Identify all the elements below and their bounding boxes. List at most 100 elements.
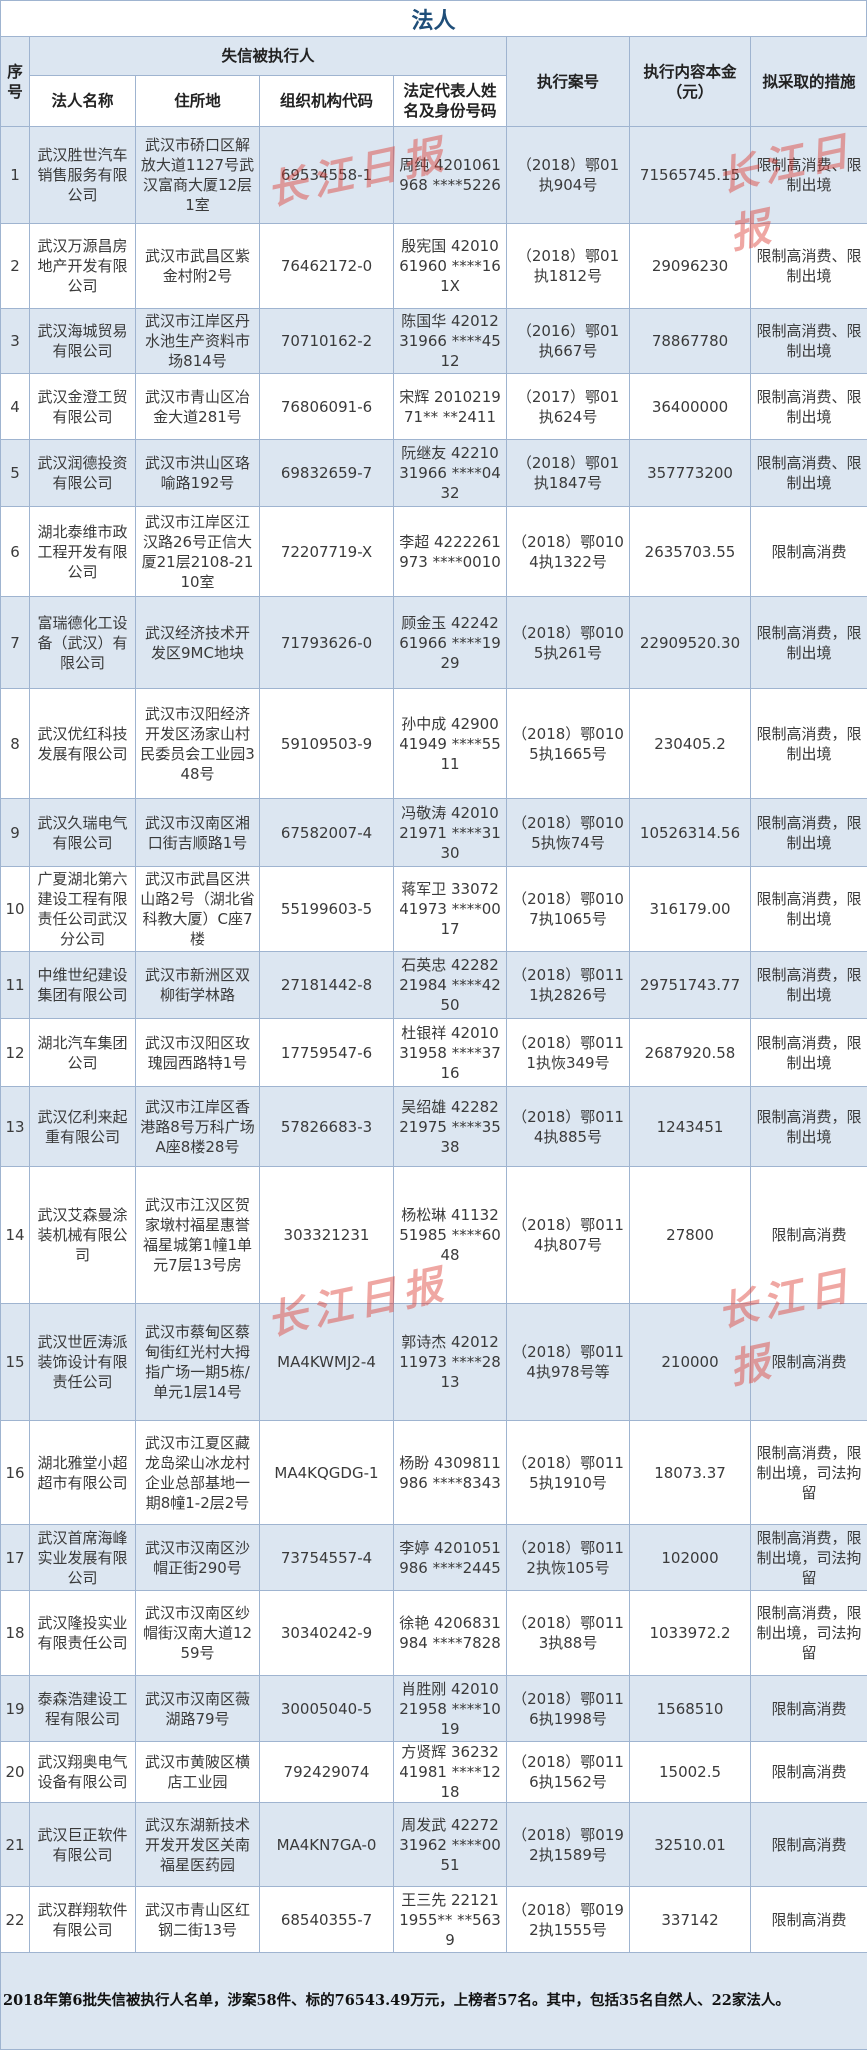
measures: 限制高消费，限制出境 — [751, 1019, 867, 1087]
legal-rep: 孙中成 4290041949 ****5511 — [394, 689, 507, 799]
case-number: （2018）鄂0114执807号 — [507, 1167, 630, 1304]
case-number: （2018）鄂0105执1665号 — [507, 689, 630, 799]
org-code: 67582007-4 — [260, 799, 394, 867]
amount: 230405.2 — [630, 689, 751, 799]
org-code: 303321231 — [260, 1167, 394, 1304]
row-index: 19 — [1, 1676, 30, 1742]
address: 武汉市汉阳区玫瑰园西路特1号 — [136, 1019, 260, 1087]
defaulter-table: 序号 失信被执行人 执行案号 执行内容本金（元） 拟采取的措施 法人名称 住所地… — [0, 36, 867, 2050]
col-header-name: 法人名称 — [30, 76, 136, 127]
measures: 限制高消费，限制出境 — [751, 689, 867, 799]
address: 武汉市汉阳经济开发区汤家山村民委员会工业园348号 — [136, 689, 260, 799]
measures: 限制高消费 — [751, 1742, 867, 1803]
row-index: 18 — [1, 1591, 30, 1676]
measures: 限制高消费，限制出境 — [751, 952, 867, 1019]
col-header-address: 住所地 — [136, 76, 260, 127]
address: 武汉市汉南区沙帽正街290号 — [136, 1525, 260, 1591]
org-code: 76806091-6 — [260, 374, 394, 440]
case-number: （2018）鄂01执904号 — [507, 127, 630, 224]
amount: 316179.00 — [630, 867, 751, 952]
address: 武汉市武昌区洪山路2号（湖北省科教大厦）C座7楼 — [136, 867, 260, 952]
case-number: （2018）鄂0105执恢74号 — [507, 799, 630, 867]
address: 武汉市江岸区江汉路26号正信大厦21层2108-2110室 — [136, 507, 260, 597]
company-name: 广夏湖北第六建设工程有限责任公司武汉分公司 — [30, 867, 136, 952]
legal-rep: 吴绍雄 4228221975 ****3538 — [394, 1087, 507, 1167]
measures: 限制高消费、限制出境 — [751, 440, 867, 507]
row-index: 6 — [1, 507, 30, 597]
legal-rep: 冯敬涛 4201021971 ****3130 — [394, 799, 507, 867]
col-header-case: 执行案号 — [507, 37, 630, 127]
org-code: 57826683-3 — [260, 1087, 394, 1167]
org-code: 69534558-1 — [260, 127, 394, 224]
case-number: （2018）鄂0105执261号 — [507, 597, 630, 689]
legal-rep: 杜银祥 4201031958 ****3716 — [394, 1019, 507, 1087]
case-number: （2018）鄂0114执978号等 — [507, 1304, 630, 1421]
row-index: 8 — [1, 689, 30, 799]
case-number: （2018）鄂0104执1322号 — [507, 507, 630, 597]
row-index: 11 — [1, 952, 30, 1019]
org-code: 30005040-5 — [260, 1676, 394, 1742]
company-name: 武汉翔奥电气设备有限公司 — [30, 1742, 136, 1803]
row-index: 16 — [1, 1421, 30, 1525]
case-number: （2016）鄂01执667号 — [507, 309, 630, 374]
legal-rep: 殷宪国 4201061960 ****161X — [394, 224, 507, 309]
measures: 限制高消费，限制出境，司法拘留 — [751, 1421, 867, 1525]
company-name: 武汉巨正软件有限公司 — [30, 1803, 136, 1887]
legal-rep: 方贤辉 3623241981 ****1218 — [394, 1742, 507, 1803]
org-code: 69832659-7 — [260, 440, 394, 507]
measures: 限制高消费 — [751, 1167, 867, 1304]
company-name: 武汉首席海峰实业发展有限公司 — [30, 1525, 136, 1591]
row-index: 22 — [1, 1887, 30, 1953]
org-code: 76462172-0 — [260, 224, 394, 309]
measures: 限制高消费，限制出境 — [751, 867, 867, 952]
row-index: 10 — [1, 867, 30, 952]
company-name: 富瑞德化工设备（武汉）有限公司 — [30, 597, 136, 689]
amount: 102000 — [630, 1525, 751, 1591]
row-index: 20 — [1, 1742, 30, 1803]
row-index: 17 — [1, 1525, 30, 1591]
org-code: 70710162-2 — [260, 309, 394, 374]
legal-rep: 王三先 221211955** **5639 — [394, 1887, 507, 1953]
address: 武汉市汉南区湘口街吉顺路1号 — [136, 799, 260, 867]
address: 武汉市新洲区双柳街学林路 — [136, 952, 260, 1019]
address: 武汉经济技术开发区9MC地块 — [136, 597, 260, 689]
case-number: （2018）鄂0113执88号 — [507, 1591, 630, 1676]
row-index: 1 — [1, 127, 30, 224]
amount: 337142 — [630, 1887, 751, 1953]
measures: 限制高消费，限制出境 — [751, 799, 867, 867]
measures: 限制高消费，限制出境 — [751, 1087, 867, 1167]
org-code: 27181442-8 — [260, 952, 394, 1019]
case-number: （2018）鄂0192执1555号 — [507, 1887, 630, 1953]
address: 武汉市洪山区珞喻路192号 — [136, 440, 260, 507]
case-number: （2018）鄂0116执1998号 — [507, 1676, 630, 1742]
company-name: 武汉润德投资有限公司 — [30, 440, 136, 507]
legal-rep: 宋辉 201021971** **2411 — [394, 374, 507, 440]
case-number: （2018）鄂0116执1562号 — [507, 1742, 630, 1803]
legal-rep: 阮继友 4221031966 ****0432 — [394, 440, 507, 507]
page-title: 法人 — [0, 0, 867, 36]
measures: 限制高消费 — [751, 507, 867, 597]
address: 武汉东湖新技术开发开发区关南福星医药园 — [136, 1803, 260, 1887]
case-number: （2018）鄂01执1847号 — [507, 440, 630, 507]
amount: 2687920.58 — [630, 1019, 751, 1087]
org-code: 71793626-0 — [260, 597, 394, 689]
amount: 1243451 — [630, 1087, 751, 1167]
row-index: 7 — [1, 597, 30, 689]
company-name: 武汉胜世汽车销售服务有限公司 — [30, 127, 136, 224]
org-code: 30340242-9 — [260, 1591, 394, 1676]
company-name: 泰森浩建设工程有限公司 — [30, 1676, 136, 1742]
amount: 15002.5 — [630, 1742, 751, 1803]
row-index: 12 — [1, 1019, 30, 1087]
case-number: （2018）鄂0192执1589号 — [507, 1803, 630, 1887]
case-number: （2017）鄂01执624号 — [507, 374, 630, 440]
case-number: （2018）鄂0111执恢349号 — [507, 1019, 630, 1087]
measures: 限制高消费，限制出境，司法拘留 — [751, 1525, 867, 1591]
address: 武汉市汉南区薇湖路79号 — [136, 1676, 260, 1742]
company-name: 武汉亿利来起重有限公司 — [30, 1087, 136, 1167]
